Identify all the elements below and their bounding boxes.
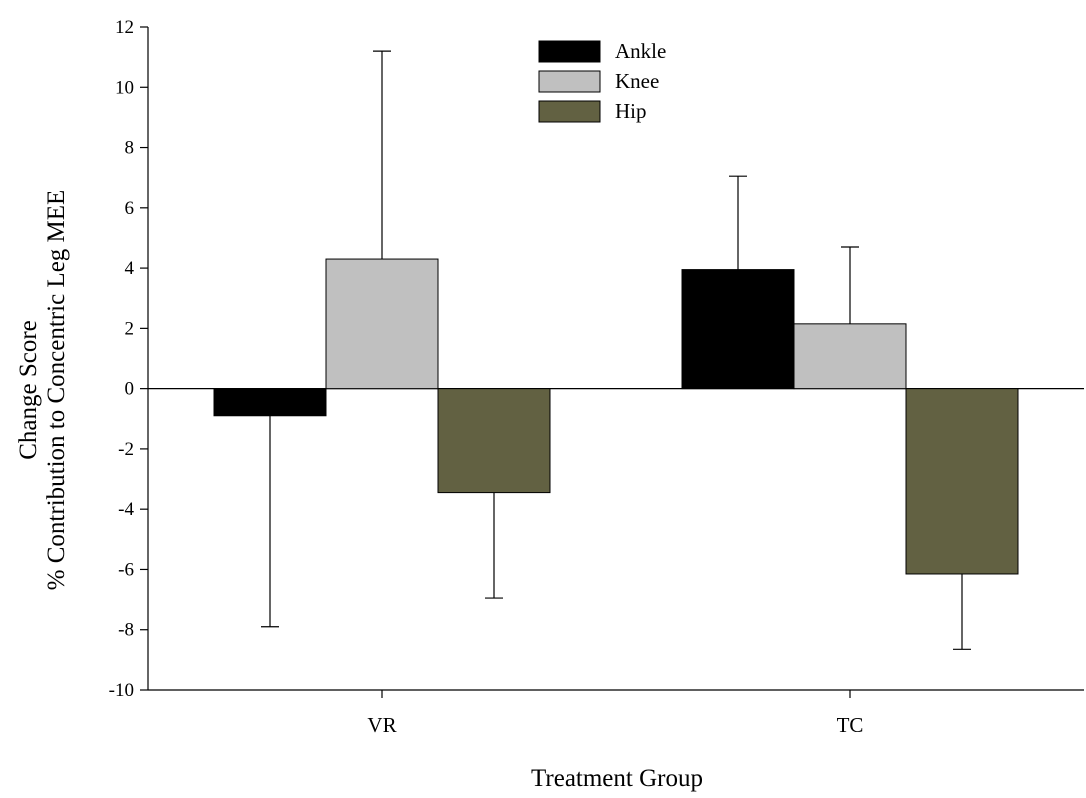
y-tick-label: -8 bbox=[118, 620, 134, 641]
bars-group bbox=[213, 258, 1019, 575]
bar-ankle-vr bbox=[213, 388, 327, 417]
y-tick-label: -6 bbox=[118, 559, 134, 580]
bar-ankle-tc bbox=[681, 269, 795, 390]
legend: Ankle Knee Hip bbox=[538, 39, 666, 123]
legend-swatch-ankle bbox=[538, 40, 601, 63]
bar-knee-tc bbox=[793, 323, 907, 390]
x-tick-label: VR bbox=[367, 713, 396, 737]
legend-label-ankle: Ankle bbox=[615, 39, 666, 63]
y-tick-label: 10 bbox=[115, 77, 134, 98]
bar-hip-tc bbox=[905, 388, 1019, 575]
y-tick-label: -10 bbox=[109, 680, 134, 701]
y-axis-title-line-1: Change Score bbox=[15, 320, 42, 460]
x-axis-title: Treatment Group bbox=[531, 765, 703, 792]
y-tick-label: 8 bbox=[125, 138, 135, 159]
y-axis-title-line-2: % Contribution to Concentric Leg MEE bbox=[43, 190, 70, 591]
legend-label-knee: Knee bbox=[615, 69, 659, 93]
y-tick-label: -4 bbox=[118, 499, 134, 520]
y-tick-label: 4 bbox=[125, 258, 135, 279]
y-tick-label: 12 bbox=[115, 17, 134, 38]
legend-swatch-hip bbox=[538, 100, 601, 123]
y-tick-label: 0 bbox=[125, 379, 135, 400]
legend-swatch-knee bbox=[538, 70, 601, 93]
error-bars-group bbox=[261, 50, 971, 650]
y-axis: -10 -8 -6 -4 -2 0 2 4 6 8 10 12 bbox=[109, 17, 149, 701]
y-tick-label: 6 bbox=[125, 198, 135, 219]
y-tick-label: -2 bbox=[118, 439, 134, 460]
y-tick-label: 2 bbox=[125, 318, 135, 339]
bar-hip-vr bbox=[437, 388, 551, 494]
bar-knee-vr bbox=[325, 258, 439, 390]
x-tick-label: TC bbox=[837, 713, 864, 737]
legend-label-hip: Hip bbox=[615, 99, 647, 123]
